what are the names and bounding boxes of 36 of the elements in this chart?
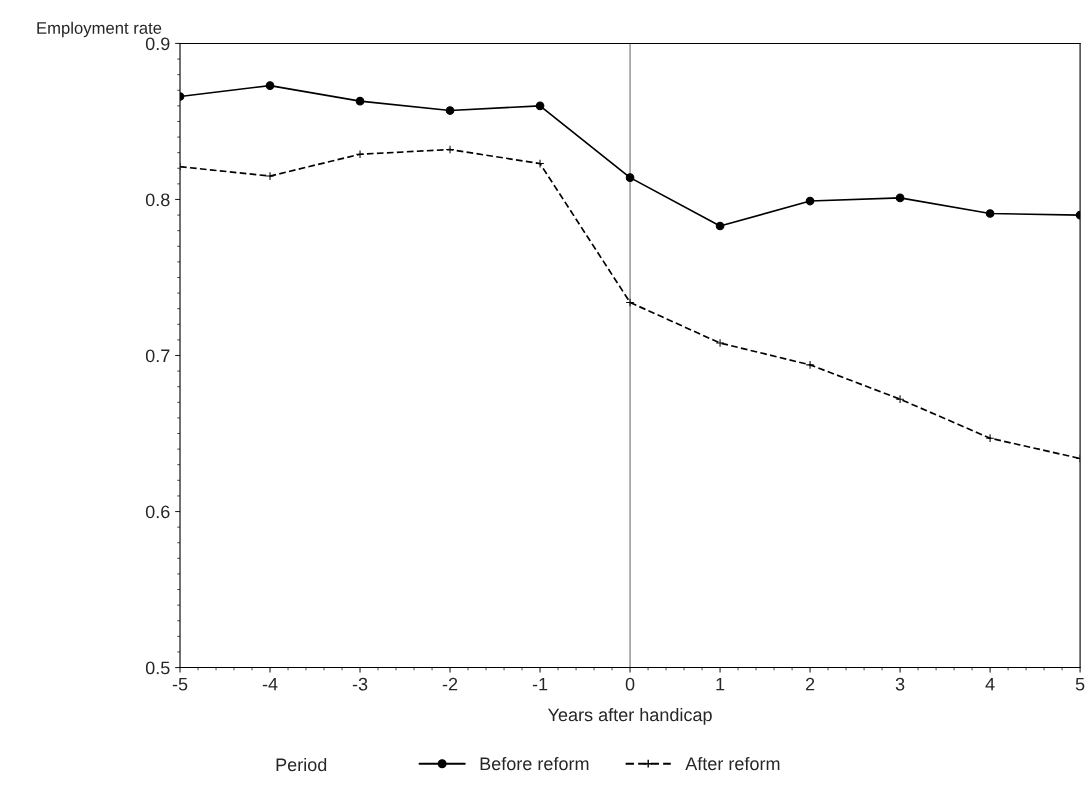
x-tick-label: 1 — [716, 677, 725, 691]
y-tick-label: 0.5 — [145, 661, 170, 675]
x-tick-label: -4 — [262, 677, 278, 691]
point — [985, 433, 995, 443]
x-tick-label: 4 — [985, 677, 995, 691]
point — [265, 171, 275, 181]
x-tick-label: 5 — [1075, 677, 1085, 691]
x-tick-label: 2 — [805, 677, 815, 691]
y-tick-label: 0.7 — [145, 349, 170, 363]
y-tick-label: 0.9 — [145, 37, 170, 51]
point — [985, 209, 995, 218]
x-axis-title: Years after handicap — [547, 707, 712, 725]
legend-label: Before reform — [480, 756, 589, 771]
point — [625, 173, 635, 182]
x-tick-label: -3 — [352, 677, 368, 691]
point — [895, 394, 905, 404]
x-tick-label: 3 — [895, 677, 905, 691]
point — [265, 81, 275, 90]
point — [715, 338, 725, 348]
legend-label: After reform — [685, 756, 780, 771]
point — [445, 106, 455, 115]
x-tick-label: -1 — [532, 677, 548, 691]
x-tick-label: 0 — [625, 677, 635, 691]
y-axis-title: Employment rate — [37, 21, 162, 38]
y-tick-label: 0.8 — [145, 193, 170, 207]
point — [355, 96, 365, 106]
point — [355, 149, 365, 159]
x-tick-label: -2 — [442, 677, 458, 691]
point — [535, 101, 545, 111]
point — [895, 193, 905, 203]
x-tick-label: -5 — [172, 677, 188, 691]
point — [805, 360, 815, 370]
point — [805, 196, 815, 206]
y-tick-label: 0.6 — [145, 505, 170, 519]
point — [715, 221, 725, 231]
legend-title: Period — [276, 757, 327, 772]
